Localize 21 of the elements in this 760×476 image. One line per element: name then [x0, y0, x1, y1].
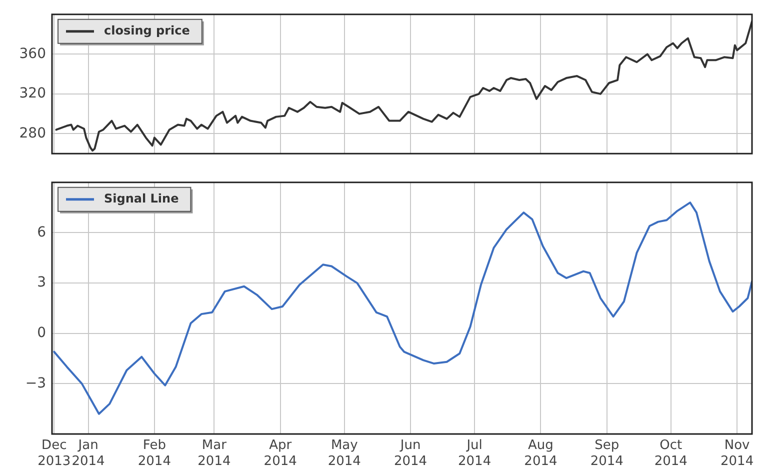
y-tick-label: 0 — [37, 325, 46, 341]
y-tick-label: −3 — [25, 375, 46, 392]
x-tick-label: Nov 2014 — [720, 438, 754, 469]
x-tick-label: Aug 2014 — [524, 438, 558, 469]
x-tick-label: Dec 2013 — [38, 438, 71, 469]
y-tick-label: 280 — [19, 125, 46, 142]
x-tick-label: Feb 2014 — [138, 438, 171, 469]
legend-label: Signal Line — [104, 192, 179, 206]
x-tick-label: Jan 2014 — [72, 438, 105, 469]
x-tick-label: Apr 2014 — [264, 438, 297, 469]
y-tick-label: 360 — [19, 46, 46, 62]
y-tick-label: 320 — [19, 86, 46, 102]
x-tick-label: Oct 2014 — [654, 438, 688, 469]
x-tick-label: Jun 2014 — [394, 438, 428, 469]
x-tick-label: Jul 2014 — [458, 438, 492, 469]
x-tick-label: Mar 2014 — [198, 438, 231, 469]
legend-label: closing price — [104, 24, 190, 38]
x-tick-label: May 2014 — [328, 438, 361, 469]
x-tick-label: Sep 2014 — [590, 438, 624, 469]
y-tick-label: 6 — [37, 224, 46, 240]
y-tick-label: 3 — [37, 274, 46, 291]
